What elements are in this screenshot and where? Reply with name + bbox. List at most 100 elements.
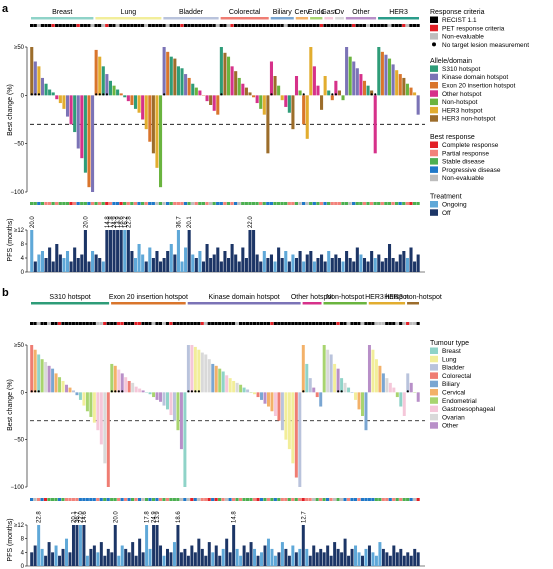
pfs-bar <box>69 261 73 272</box>
response-cell <box>44 202 48 205</box>
criteria-cell <box>101 24 105 27</box>
criteria-cell <box>316 24 320 27</box>
bc-bar <box>242 387 246 393</box>
criteria-cell <box>43 322 48 325</box>
legend-allele-domain-swatch <box>430 115 438 122</box>
pfs-bar <box>223 251 227 272</box>
criteria-cell <box>273 24 277 27</box>
group-color-bar <box>302 302 322 305</box>
pfs-bar <box>241 247 245 272</box>
bc-bar <box>152 392 156 398</box>
pfs-bar <box>302 261 306 272</box>
criteria-cell <box>287 322 291 325</box>
response-cell <box>416 202 420 205</box>
group-label: Breast <box>52 9 72 16</box>
criteria-cell <box>64 322 69 325</box>
bc-tick-label: 0 <box>21 93 25 99</box>
criteria-cell <box>106 322 110 325</box>
bc-bar <box>366 85 370 96</box>
pfs-bar <box>367 545 371 566</box>
response-cell <box>113 498 117 501</box>
criteria-cell <box>242 322 246 325</box>
bc-bar <box>367 345 371 393</box>
no-target-dot <box>302 390 305 393</box>
pfs-bar <box>277 247 281 272</box>
criteria-cell <box>238 322 243 325</box>
criteria-cell <box>193 322 197 325</box>
pfs-value-label: 20.0 <box>113 511 119 523</box>
pfs-bar <box>30 552 34 566</box>
criteria-cell <box>158 322 163 325</box>
bc-bar <box>58 95 62 104</box>
criteria-cell <box>87 24 91 27</box>
pfs-tick-label: ≥12 <box>14 523 25 529</box>
criteria-cell <box>130 322 135 325</box>
criteria-cell <box>371 322 375 325</box>
pfs-bar <box>33 261 37 272</box>
bc-bar <box>205 95 209 102</box>
bc-bar <box>385 378 389 393</box>
response-cell <box>76 202 80 205</box>
criteria-cell <box>322 322 326 325</box>
criteria-cell <box>266 24 270 27</box>
response-cell <box>366 202 370 205</box>
pfs-bar <box>98 258 102 272</box>
bc-bar <box>117 369 121 393</box>
criteria-cell <box>190 322 194 325</box>
response-cell <box>273 498 277 501</box>
pfs-bar <box>40 548 44 566</box>
bc-bar <box>68 387 72 393</box>
group-color-bar <box>378 17 419 20</box>
pfs-bar <box>355 247 359 272</box>
criteria-cell <box>357 322 361 325</box>
response-cell <box>137 202 141 205</box>
pfs-bar <box>239 555 243 566</box>
response-cell <box>201 202 206 205</box>
pfs-bar <box>327 251 331 272</box>
group-label: Non-hotspot <box>326 294 364 301</box>
response-cell <box>169 498 173 501</box>
criteria-cell <box>179 322 183 325</box>
pfs-tick-label: 8 <box>21 242 25 248</box>
response-cell <box>378 498 382 501</box>
response-cell <box>337 202 341 205</box>
bc-bar <box>327 90 331 96</box>
response-cell <box>391 202 395 205</box>
bc-bar <box>193 346 197 393</box>
criteria-cell <box>343 322 347 325</box>
bc-bar <box>387 58 392 96</box>
pfs-bar <box>277 552 281 566</box>
no-target-dot <box>37 390 40 393</box>
response-cell <box>144 498 149 501</box>
response-cell <box>117 498 121 501</box>
criteria-cell <box>124 322 128 325</box>
bc-bar <box>159 95 163 188</box>
response-cell <box>409 498 413 501</box>
response-cell <box>207 498 211 501</box>
pfs-bar <box>308 555 312 566</box>
bc-bar <box>89 392 93 417</box>
bc-bar <box>333 363 337 393</box>
pfs-bar <box>316 258 320 272</box>
response-cell <box>242 498 246 501</box>
bc-bar <box>280 392 284 431</box>
legend-best-response-swatch <box>430 149 438 157</box>
pfs-bar <box>117 555 121 566</box>
response-cell <box>151 498 156 501</box>
criteria-cell <box>362 24 367 27</box>
response-cell <box>309 202 313 205</box>
bc-tick-label: −100 <box>10 485 24 491</box>
pfs-bar <box>166 251 170 272</box>
bc-bar <box>113 365 117 393</box>
bc-bar <box>337 90 341 96</box>
pfs-bar <box>58 555 62 566</box>
pfs-value-label: 16.2 <box>123 216 129 228</box>
response-cell <box>158 498 163 501</box>
response-cell <box>374 498 378 501</box>
pfs-bar <box>123 230 127 272</box>
pfs-bar <box>141 552 145 566</box>
criteria-cell <box>218 322 222 325</box>
panel-a-pfs-ylabel: PFS (months) <box>7 218 14 261</box>
pfs-bar <box>392 545 396 566</box>
